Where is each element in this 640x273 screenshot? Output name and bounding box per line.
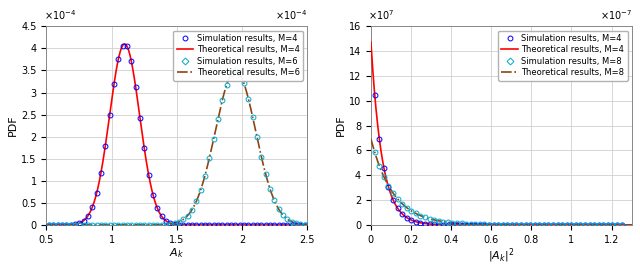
Text: $\times10^{-7}$: $\times10^{-7}$ [600, 8, 632, 22]
Text: $\times10^{-4}$: $\times10^{-4}$ [44, 8, 76, 22]
Y-axis label: PDF: PDF [8, 115, 19, 136]
Text: $\times10^{7}$: $\times10^{7}$ [368, 8, 394, 22]
Legend: Simulation results, M=4, Theoretical results, M=4, Simulation results, M=8, Theo: Simulation results, M=4, Theoretical res… [498, 31, 627, 81]
Legend: Simulation results, M=4, Theoretical results, M=4, Simulation results, M=6, Theo: Simulation results, M=4, Theoretical res… [173, 31, 303, 81]
Y-axis label: PDF: PDF [336, 115, 346, 136]
X-axis label: $|A_k|^2$: $|A_k|^2$ [488, 246, 515, 265]
X-axis label: $A_k$: $A_k$ [170, 246, 184, 260]
Text: $\times10^{-4}$: $\times10^{-4}$ [275, 8, 307, 22]
